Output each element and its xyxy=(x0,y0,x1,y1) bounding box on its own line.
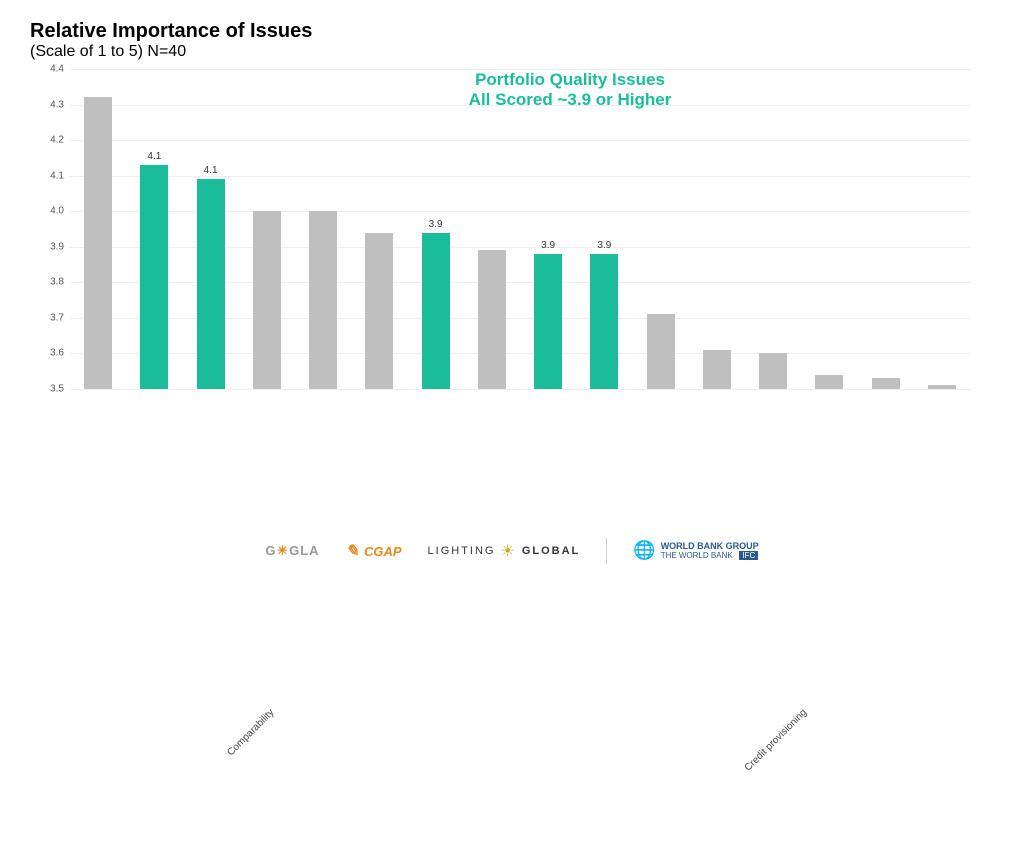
world-bank-logo: 🌐 WORLD BANK GROUP THE WORLD BANK IFC xyxy=(633,541,758,561)
bar xyxy=(422,233,450,389)
bar xyxy=(703,350,731,389)
annotation: Portfolio Quality Issues All Scored ~3.9… xyxy=(420,70,720,110)
bar-slot: 4.1 xyxy=(183,179,239,389)
page-title: Relative Importance of Issues xyxy=(30,20,994,43)
y-tick-label: 4.0 xyxy=(50,206,64,217)
lighting-global-logo: LIGHTING ☀ GLOBAL xyxy=(428,541,581,561)
logos-row: G☀GLA ✎CGAP LIGHTING ☀ GLOBAL 🌐 WORLD BA… xyxy=(0,538,1024,564)
bar-value-label: 4.1 xyxy=(140,151,168,162)
annotation-line1: Portfolio Quality Issues xyxy=(420,70,720,90)
y-tick-label: 4.2 xyxy=(50,135,64,146)
bars-container: 4.14.13.93.93.9 xyxy=(70,69,970,389)
bar xyxy=(365,233,393,389)
x-tick-label: Comparability xyxy=(225,389,657,821)
gogla-logo: G☀GLA xyxy=(265,543,319,559)
bar-value-label: 3.9 xyxy=(422,219,450,230)
bar xyxy=(647,314,675,389)
bar-value-label: 3.9 xyxy=(590,240,618,251)
x-axis-labels: ComparabilityCredit provisioningCohort a… xyxy=(70,389,970,489)
bar xyxy=(309,211,337,389)
bar xyxy=(872,378,900,389)
bar-slot xyxy=(70,97,126,389)
y-axis: 3.53.63.73.83.94.04.14.24.34.4 xyxy=(30,69,70,389)
bar xyxy=(140,165,168,389)
bar xyxy=(815,375,843,389)
bar-value-label: 3.9 xyxy=(534,240,562,251)
y-tick-label: 3.9 xyxy=(50,241,64,252)
bar-slot: 3.9 xyxy=(408,233,464,389)
bar xyxy=(84,97,112,389)
title-block: Relative Importance of Issues (Scale of … xyxy=(30,20,994,61)
bar-slot xyxy=(295,211,351,389)
bar xyxy=(534,254,562,389)
bar xyxy=(253,211,281,389)
bar xyxy=(478,250,506,389)
y-tick-label: 3.5 xyxy=(50,384,64,395)
bar-slot xyxy=(858,378,914,389)
bar-slot xyxy=(633,314,689,389)
bar xyxy=(197,179,225,389)
bar-chart: 3.53.63.73.83.94.04.14.24.34.4 4.14.13.9… xyxy=(30,69,990,489)
bar-slot xyxy=(464,250,520,389)
bar-slot xyxy=(239,211,295,389)
bar-slot xyxy=(801,375,857,389)
bar-slot xyxy=(745,353,801,389)
bar-slot: 3.9 xyxy=(520,254,576,389)
y-tick-label: 4.4 xyxy=(50,64,64,75)
x-tick-label: Credit provisioning xyxy=(743,389,1024,836)
bar-value-label: 4.1 xyxy=(197,165,225,176)
bar-slot: 4.1 xyxy=(126,165,182,389)
annotation-line2: All Scored ~3.9 or Higher xyxy=(420,90,720,110)
y-tick-label: 3.7 xyxy=(50,312,64,323)
bar-slot: 3.9 xyxy=(576,254,632,389)
bar xyxy=(759,353,787,389)
page-subtitle: (Scale of 1 to 5) N=40 xyxy=(30,43,994,61)
logo-divider xyxy=(606,538,607,564)
y-tick-label: 3.6 xyxy=(50,348,64,359)
page: Relative Importance of Issues (Scale of … xyxy=(0,0,1024,576)
y-tick-label: 3.8 xyxy=(50,277,64,288)
y-tick-label: 4.1 xyxy=(50,170,64,181)
y-tick-label: 4.3 xyxy=(50,99,64,110)
cgap-logo: ✎CGAP xyxy=(346,541,402,561)
bar xyxy=(590,254,618,389)
bar-slot xyxy=(689,350,745,389)
bar-slot xyxy=(351,233,407,389)
